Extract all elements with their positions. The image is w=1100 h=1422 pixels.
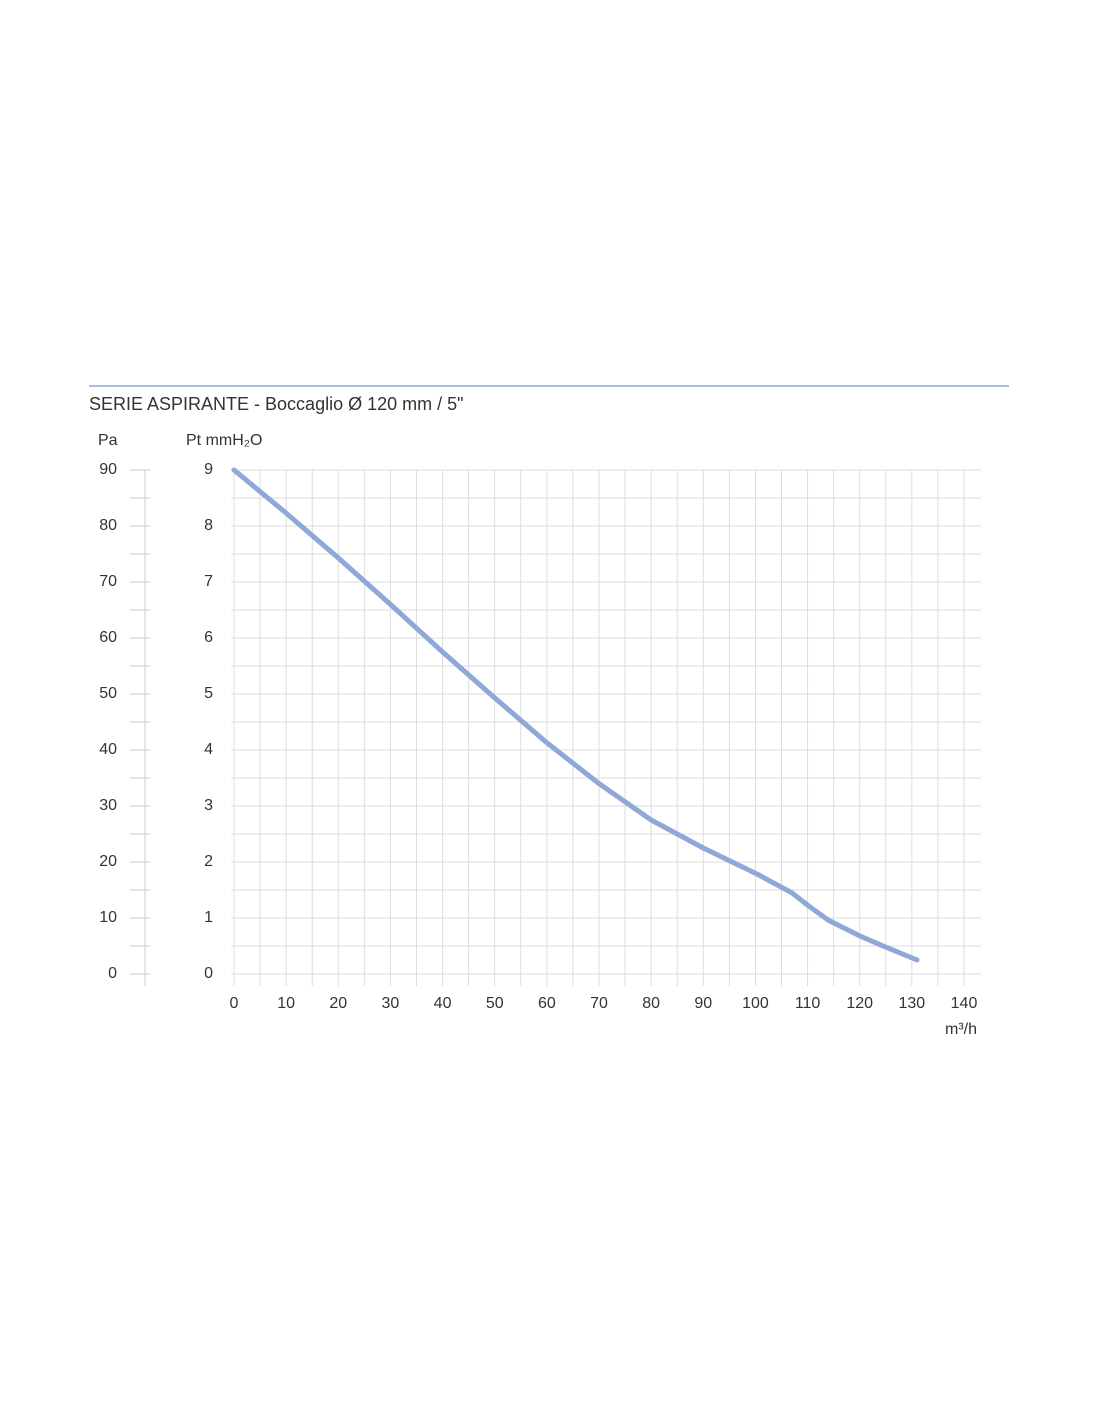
- curve: [231, 467, 920, 963]
- x-tick-label: 20: [329, 995, 347, 1012]
- x-axis-label: m³/h: [945, 1021, 977, 1038]
- x-tick-label: 80: [642, 995, 660, 1012]
- y-tick-label: 0: [108, 965, 117, 982]
- x-tick-label: 60: [538, 995, 556, 1012]
- x-tick-label: 90: [694, 995, 712, 1012]
- x-tick-label: 50: [486, 995, 504, 1012]
- y-tick-label: 20: [99, 853, 117, 870]
- y-tick-label: 50: [99, 685, 117, 702]
- y2-tick-label: 0: [204, 965, 213, 982]
- y2-tick-label: 9: [204, 461, 213, 478]
- y-tick-label: 70: [99, 573, 117, 590]
- y2-tick-label: 7: [204, 573, 213, 590]
- x-tick-label: 40: [434, 995, 452, 1012]
- chart-title: SERIE ASPIRANTE - Boccaglio Ø 120 mm / 5…: [89, 394, 464, 414]
- x-tick-label: 140: [951, 995, 978, 1012]
- y-tick-label: 60: [99, 629, 117, 646]
- y2-axis-label: Pt mmH₂O: [186, 432, 262, 449]
- y-tick-label: 30: [99, 797, 117, 814]
- y2-tick-label: 6: [204, 629, 213, 646]
- y-tick-label: 80: [99, 517, 117, 534]
- x-tick-label: 110: [795, 995, 821, 1012]
- x-tick-label: 0: [230, 995, 239, 1012]
- x-tick-label: 100: [742, 995, 769, 1012]
- x-tick-label: 10: [277, 995, 295, 1012]
- y2-tick-label: 1: [204, 909, 213, 926]
- y-tick-label: 40: [99, 741, 117, 758]
- y-tick-label: 90: [99, 461, 117, 478]
- x-tick-label: 130: [899, 995, 926, 1012]
- y2-tick-label: 3: [204, 797, 213, 814]
- y-tick-label: 10: [99, 909, 117, 926]
- x-tick-label: 30: [382, 995, 400, 1012]
- y2-tick-label: 5: [204, 685, 213, 702]
- y2-tick-label: 8: [204, 517, 213, 534]
- y2-tick-label: 2: [204, 853, 213, 870]
- x-tick-label: 120: [846, 995, 873, 1012]
- x-tick-label: 70: [590, 995, 608, 1012]
- y2-tick-label: 4: [204, 741, 213, 758]
- y-axis-label: Pa: [98, 432, 118, 449]
